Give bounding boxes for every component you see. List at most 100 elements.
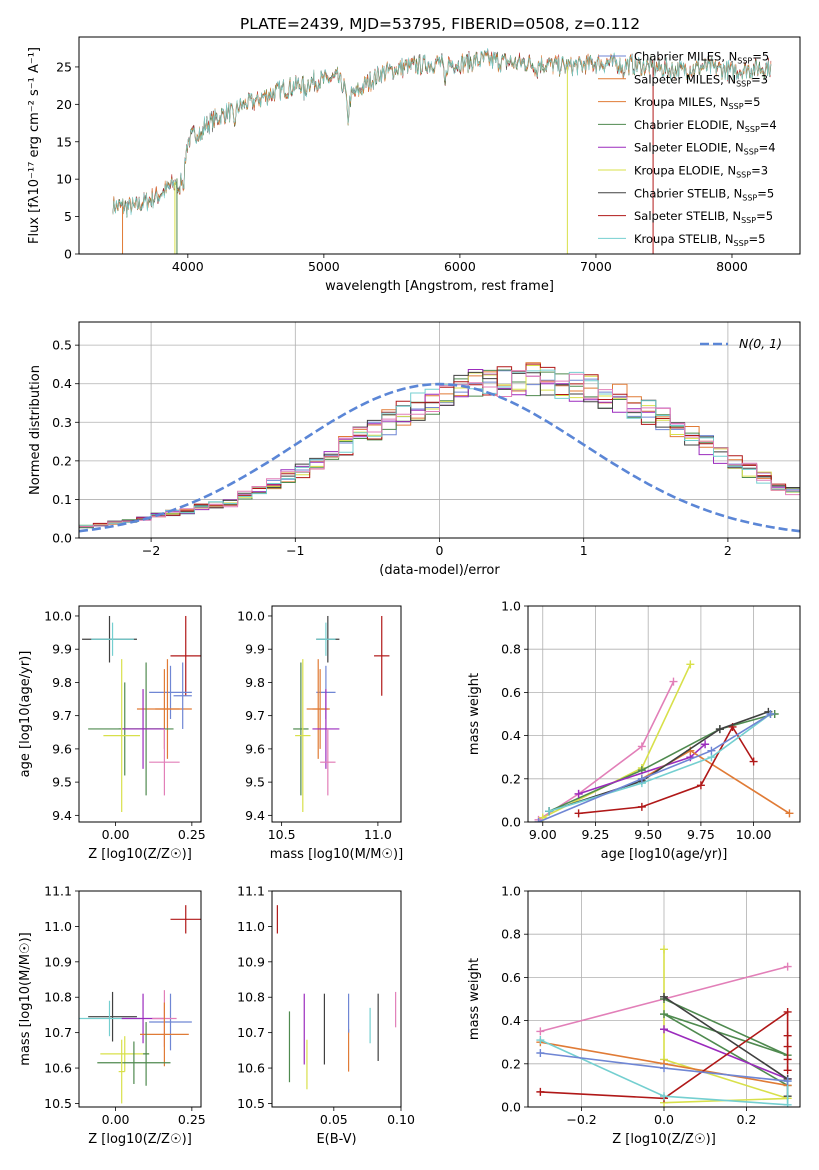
- weight-marker: [783, 1066, 792, 1075]
- weight-marker: [637, 802, 646, 811]
- axes-frame: [527, 605, 801, 823]
- y-tick-label: 9.4: [52, 808, 72, 823]
- y-tick-label: 0.4: [501, 728, 521, 743]
- weight-marker: [536, 1036, 545, 1045]
- plot-area-residuals: [79, 362, 800, 538]
- legend-entry: Chabrier ELODIE, NSSP=4: [634, 118, 777, 134]
- weight-marker: [783, 1077, 792, 1086]
- y-tick-label: 10.9: [237, 954, 265, 969]
- weight-marker: [701, 740, 710, 749]
- plot-area-spectrum: [112, 48, 772, 254]
- figure-title: PLATE=2439, MJD=53795, FIBERID=0508, z=0…: [240, 15, 640, 33]
- legend-entry: Kroupa ELODIE, NSSP=3: [634, 164, 768, 180]
- x-axis-label: E(B-V): [316, 1132, 356, 1147]
- axes-residuals: −2 −1 0 1 2 0.0 0.1 0.2 0.3 0.4 0.5 (data-model)/er…: [28, 321, 801, 578]
- legend-entry: Salpeter STELIB, NSSP=5: [634, 209, 773, 225]
- axes-frame: [78, 321, 801, 539]
- axes-age_vs_Z: 0.00 0.25 9.4 9.5 9.6 9.7 9.8 9.9 10.0 Z [log10(Z…: [18, 605, 206, 862]
- weight-marker: [660, 1010, 668, 1019]
- y-tick-label: 11.1: [237, 884, 265, 899]
- y-tick-label: 10.5: [44, 1096, 72, 1111]
- y-tick-label: 0.5: [52, 338, 72, 353]
- y-tick-label: 10.0: [237, 608, 265, 623]
- y-tick-label: 25: [56, 59, 72, 74]
- y-tick-label: 20: [56, 97, 72, 112]
- axes-frame: [527, 890, 801, 1108]
- legend-entry: Kroupa MILES, NSSP=5: [634, 95, 760, 111]
- axes-mass_vs_Z: 0.00 0.25 10.5 10.6 10.7 10.8 10.9 11.0 11.1 Z [l…: [18, 884, 206, 1148]
- x-axis-label: mass [log10(M/M☉)]: [270, 847, 403, 862]
- y-tick-label: 9.6: [52, 741, 72, 756]
- weight-marker: [766, 710, 775, 718]
- x-tick-label: 0.10: [387, 1112, 415, 1127]
- plot-area-weight_vs_age: [534, 660, 794, 822]
- weight-line: [538, 681, 675, 821]
- y-tick-label: 0.8: [501, 642, 521, 657]
- y-tick-label: 5: [64, 209, 72, 224]
- y-axis-label: age [log10(age/yr)]: [18, 651, 33, 778]
- x-tick-label: −1: [286, 543, 304, 558]
- y-tick-label: 10.0: [44, 608, 72, 623]
- weight-marker: [715, 725, 724, 734]
- weight-marker: [660, 1025, 668, 1034]
- x-tick-label: 9.25: [582, 827, 610, 842]
- y-tick-label: 9.9: [52, 642, 72, 657]
- x-axis-label: Z [log10(Z/Z☉)]: [88, 847, 192, 862]
- y-tick-label: 15: [56, 134, 72, 149]
- weight-marker: [783, 1055, 792, 1064]
- x-tick-label: 0.0: [654, 1112, 674, 1127]
- axes-spectrum: 4000 5000 6000 7000 8000 0 5 10 15 20 25 wavelength…: [27, 36, 801, 294]
- legend-entry: Kroupa STELIB, NSSP=5: [634, 232, 765, 248]
- weight-marker: [637, 742, 646, 751]
- y-tick-label: 9.7: [52, 708, 72, 723]
- y-tick-label: 11.1: [44, 884, 72, 899]
- legend: N(0, 1): [700, 336, 782, 351]
- y-axis-label: mass weight: [467, 958, 482, 1040]
- y-axis-label: mass [log10(M/M☉)]: [18, 932, 33, 1065]
- x-tick-label: 0.05: [320, 1112, 348, 1127]
- legend-entry: Chabrier STELIB, NSSP=5: [634, 186, 774, 202]
- y-tick-label: 10.7: [237, 1025, 265, 1040]
- x-tick-label: 4000: [172, 259, 204, 274]
- weight-marker: [783, 1007, 792, 1016]
- y-tick-label: 9.5: [245, 775, 265, 790]
- y-tick-label: 9.6: [245, 741, 265, 756]
- y-axis-label: mass weight: [467, 673, 482, 755]
- histogram-step: [79, 370, 800, 538]
- axes-weight_vs_Z: −0.2 0.0 0.2 0.0 0.2 0.4 0.6 0.8 1.0 Z [log10(Z/Z…: [467, 884, 801, 1147]
- weight-line: [542, 663, 692, 819]
- x-tick-label: 0.2: [736, 1112, 756, 1127]
- weight-marker: [669, 677, 678, 686]
- x-axis-label: (data-model)/error: [379, 563, 500, 578]
- histogram-step: [79, 365, 800, 538]
- y-tick-label: 11.0: [44, 919, 72, 934]
- weight-marker: [536, 1027, 545, 1036]
- plot-area-mass_vs_Z: [79, 905, 201, 1104]
- y-tick-label: 0.3: [52, 415, 72, 430]
- axes-frame: [271, 890, 402, 1108]
- y-tick-label: 10.7: [44, 1025, 72, 1040]
- y-tick-label: 10.8: [237, 990, 265, 1005]
- weight-marker: [783, 1042, 792, 1051]
- y-tick-label: 0.4: [501, 1013, 521, 1028]
- y-tick-label: 1.0: [501, 599, 521, 614]
- weight-line: [641, 749, 790, 815]
- weight-marker: [696, 781, 705, 790]
- y-tick-label: 0.6: [501, 970, 521, 985]
- x-tick-label: 11.0: [364, 827, 392, 842]
- y-tick-label: 10.5: [237, 1096, 265, 1111]
- y-tick-label: 9.8: [52, 675, 72, 690]
- axes-frame: [78, 36, 801, 255]
- plot-area-mass_vs_ebv: [276, 905, 397, 1090]
- plot-area-age_vs_mass: [293, 615, 390, 813]
- y-tick-label: 0.4: [52, 376, 72, 391]
- weight-marker: [686, 660, 695, 669]
- x-axis-label: age [log10(age/yr)]: [601, 847, 728, 862]
- y-tick-label: 10: [56, 172, 72, 187]
- x-tick-label: 0.00: [102, 1112, 130, 1127]
- legend-entry: Salpeter MILES, NSSP=3: [634, 72, 768, 88]
- x-tick-label: 9.50: [634, 827, 662, 842]
- weight-marker: [660, 1064, 668, 1073]
- axes-frame: [78, 605, 202, 823]
